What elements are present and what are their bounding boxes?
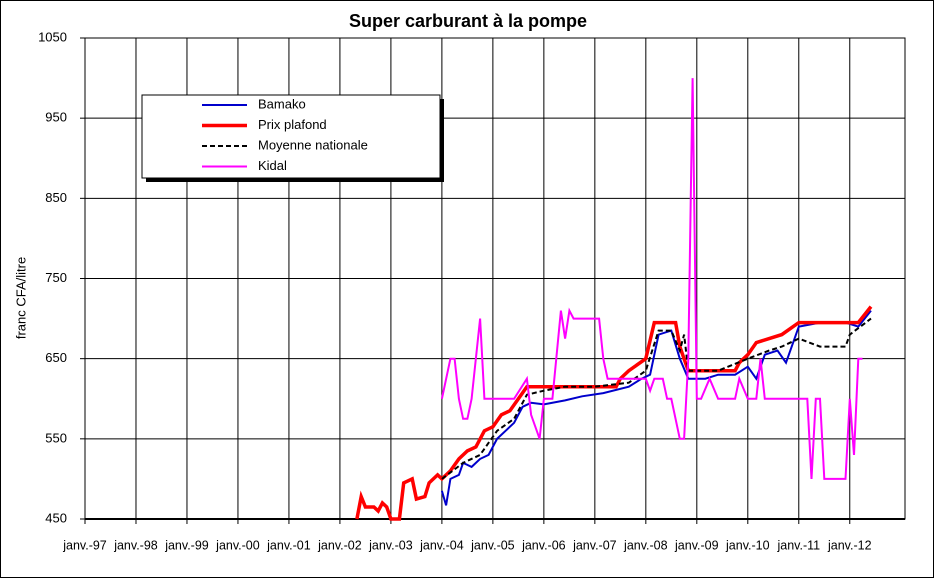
y-tick-label: 550 <box>45 430 67 445</box>
x-tick-label: janv.-07 <box>572 538 617 552</box>
x-tick-label: janv.-97 <box>62 538 107 552</box>
y-tick-label: 650 <box>45 350 67 365</box>
x-tick-label: janv.-98 <box>113 538 158 552</box>
x-tick-label: janv.-05 <box>470 538 515 552</box>
legend-label: Kidal <box>258 158 287 173</box>
x-tick-label: janv.-06 <box>521 538 566 552</box>
x-tick-label: janv.-01 <box>266 538 311 552</box>
x-tick-label: janv.-08 <box>623 538 668 552</box>
x-tick-label: janv.-00 <box>215 538 260 552</box>
series-line <box>355 305 873 521</box>
y-axis-label: franc CFA/litre <box>13 257 28 339</box>
y-tick-label: 950 <box>45 110 67 125</box>
legend-box <box>141 94 441 179</box>
x-tick-label: janv.-12 <box>827 538 872 552</box>
series-line <box>441 317 872 480</box>
y-tick-label: 850 <box>45 190 67 205</box>
y-tick-label: 450 <box>45 510 67 525</box>
x-tick-label: janv.-11 <box>776 538 820 552</box>
x-tick-label: janv.-04 <box>419 538 464 552</box>
y-tick-label: 750 <box>45 270 67 285</box>
x-tick-label: janv.-03 <box>368 538 413 552</box>
legend-label: Bamako <box>258 96 306 111</box>
x-tick-label: janv.-10 <box>725 538 770 552</box>
series-line <box>440 78 863 480</box>
x-tick-label: janv.-09 <box>674 538 719 552</box>
y-tick-label: 1050 <box>38 29 67 44</box>
chart-title: Super carburant à la pompe <box>349 11 587 31</box>
x-tick-label: janv.-02 <box>317 538 362 552</box>
legend-label: Moyenne nationale <box>258 137 368 152</box>
legend-label: Prix plafond <box>258 117 327 132</box>
x-tick-label: janv.-99 <box>164 538 209 552</box>
